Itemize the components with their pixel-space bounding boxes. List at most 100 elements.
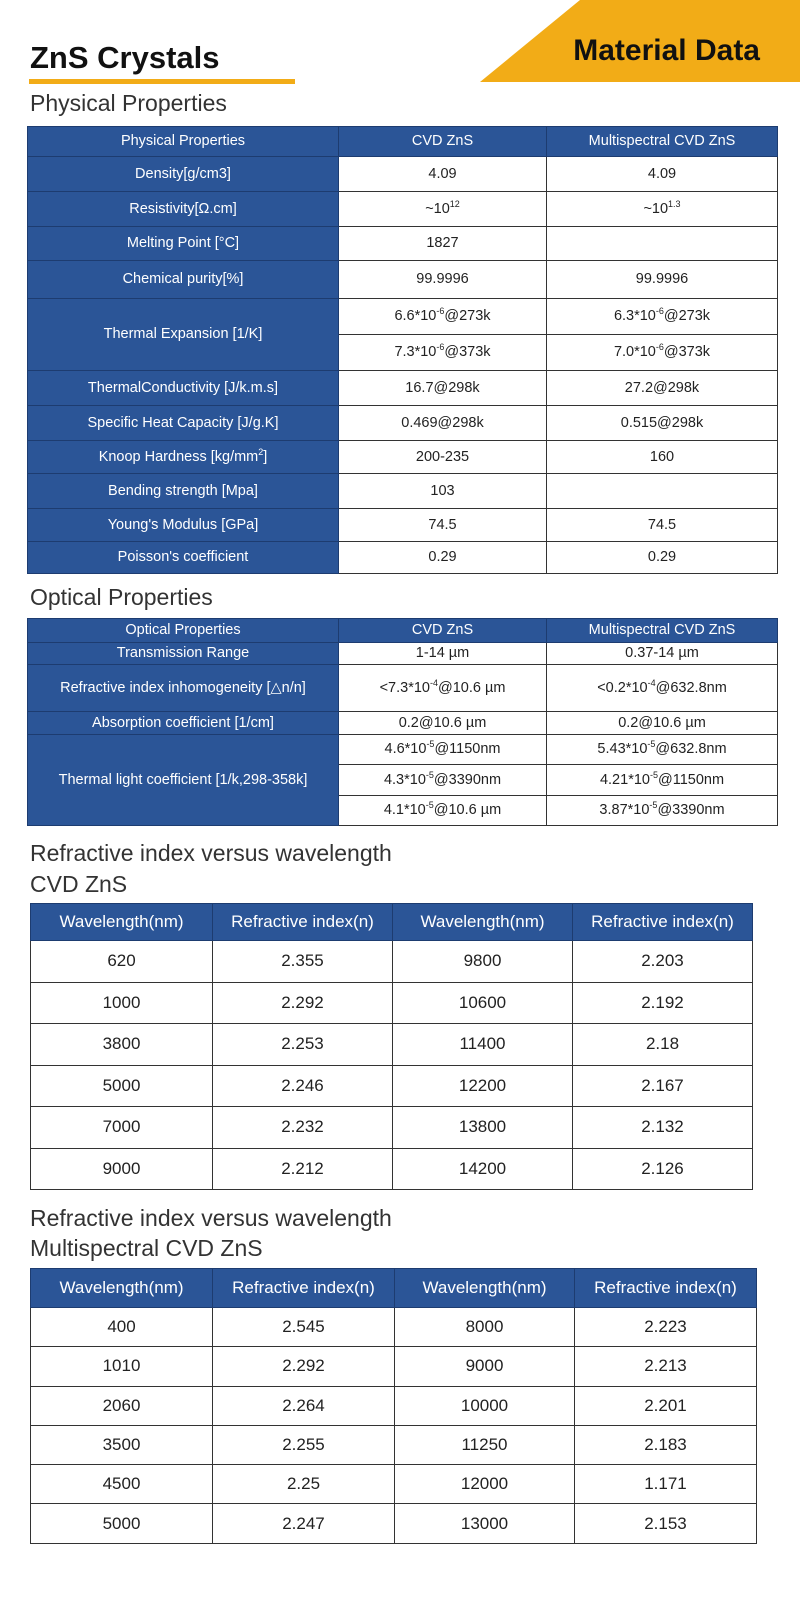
- cvd-value: 0.2@10.6 µm: [338, 711, 547, 735]
- refractive-index-cell: 2.255: [212, 1424, 395, 1466]
- table-row: 9000 2.212 14200 2.126: [30, 1147, 753, 1190]
- wavelength-cell: 9800: [392, 940, 573, 983]
- wavelength-cell: 620: [30, 940, 213, 983]
- value-text: 74.5: [428, 516, 457, 533]
- value-text: 74.5: [647, 516, 677, 533]
- refractive-index-cell: 2.264: [212, 1385, 395, 1426]
- wavelength-cell: 5000: [30, 1503, 213, 1544]
- value-suffix: @3390nm: [433, 771, 502, 788]
- row-label: Specific Heat Capacity [J/g.K]: [27, 405, 339, 441]
- column-header: Refractive index(n): [212, 903, 393, 941]
- value-text: 99.9996: [635, 271, 689, 288]
- value-text: 27.2@298k: [624, 379, 700, 396]
- refractive-index-cell: 2.25: [212, 1464, 395, 1505]
- label-text: ThermalConductivity [J/k.m.s]: [87, 379, 279, 396]
- value-text: 0.37-14 µm: [625, 645, 699, 662]
- value-text: 103: [430, 482, 455, 499]
- label-suffix: ]: [263, 448, 268, 465]
- wavelength-cell: 1010: [30, 1346, 213, 1387]
- wavelength-cell: 4500: [30, 1464, 213, 1505]
- table-row: Refractive index inhomogeneity [△n/n] <7.…: [27, 664, 778, 712]
- value-text: 4.3*10: [383, 771, 426, 788]
- header-row: Wavelength(nm) Refractive index(n) Wavelen…: [30, 903, 753, 941]
- cvd-value: 103: [338, 473, 547, 509]
- header-row: Wavelength(nm) Refractive index(n) Wavelen…: [30, 1268, 757, 1308]
- table-row: Thermal Expansion [1/K] 6.6*10-6@273k 6.3*…: [27, 298, 778, 371]
- column-header: Refractive index(n): [572, 903, 753, 941]
- refractive-index-cell: 2.203: [572, 940, 753, 983]
- refractive-index-cell: 2.355: [212, 940, 393, 983]
- optical-heading: Optical Properties: [30, 584, 213, 610]
- row-label: Density[g/cm3]: [27, 156, 339, 192]
- wavelength-cell: 9000: [30, 1147, 213, 1190]
- cvd-value: 1827: [338, 226, 547, 261]
- cvd-value: 7.3*10-6@373k: [338, 334, 547, 371]
- table-row: 3500 2.255 11250 2.183: [30, 1424, 757, 1466]
- value-text: 7.0*10: [613, 344, 656, 361]
- ri-multi-heading: Refractive index versus wavelength: [30, 1205, 392, 1231]
- refractive-index-cell: 2.18: [572, 1023, 753, 1066]
- wavelength-cell: 11250: [394, 1424, 575, 1466]
- label-text: Specific Heat Capacity [J/g.K]: [87, 414, 279, 431]
- refractive-index-cell: 2.232: [212, 1106, 393, 1149]
- row-label: Thermal Expansion [1/K]: [27, 298, 339, 371]
- column-header: CVD ZnS: [338, 618, 547, 643]
- cvd-value: 4.3*10-5@3390nm: [338, 764, 547, 796]
- multispectral-value: 0.515@298k: [546, 405, 778, 441]
- row-label: Chemical purity[%]: [27, 260, 339, 299]
- value-exponent: -4: [647, 677, 656, 688]
- label-text: Density[g/cm3]: [135, 165, 231, 182]
- value-text: 7.3*10: [394, 344, 437, 361]
- row-label: Melting Point [°C]: [27, 226, 339, 261]
- value-suffix: @273k: [663, 308, 711, 325]
- multispectral-value: 0.2@10.6 µm: [546, 711, 778, 735]
- refractive-index-cell: 2.292: [212, 981, 393, 1024]
- banner-text: Material Data: [573, 34, 760, 67]
- material-data-banner: Material Data: [480, 0, 800, 82]
- value-suffix: @632.8nm: [655, 741, 727, 758]
- column-header: Multispectral CVD ZnS: [546, 618, 778, 643]
- cvd-value: ~1012: [338, 191, 547, 227]
- physical-properties-table: Physical Properties CVD ZnS Multispectral …: [27, 126, 778, 574]
- multispectral-value: 74.5: [546, 508, 778, 542]
- row-label: Bending strength [Mpa]: [27, 473, 339, 509]
- value-suffix: @373k: [663, 344, 711, 361]
- table-row: Specific Heat Capacity [J/g.K] 0.469@298k…: [27, 405, 778, 441]
- label-text: Poisson's coefficient: [117, 549, 249, 566]
- value-exponent: -5: [647, 739, 656, 750]
- table-row: 7000 2.232 13800 2.132: [30, 1106, 753, 1149]
- label-text: Knoop Hardness [kg/mm: [98, 448, 259, 465]
- value-text: 200-235: [415, 448, 470, 465]
- wavelength-cell: 8000: [394, 1306, 575, 1348]
- table-row: Poisson's coefficient 0.29 0.29: [27, 541, 778, 574]
- value-exponent: -5: [426, 739, 435, 750]
- label-text: Bending strength [Mpa]: [108, 482, 258, 499]
- value-text: <7.3*10: [379, 679, 430, 696]
- cvd-value: 200-235: [338, 440, 547, 474]
- refractive-index-cell: 2.545: [212, 1306, 395, 1348]
- wavelength-cell: 400: [30, 1306, 213, 1348]
- header-row: Physical Properties CVD ZnS Multispectral …: [27, 126, 778, 157]
- table-row: 1010 2.292 9000 2.213: [30, 1346, 757, 1387]
- value-exponent: -5: [425, 799, 434, 810]
- multispectral-value: 27.2@298k: [546, 370, 778, 406]
- table-row: ThermalConductivity [J/k.m.s] 16.7@298k 27…: [27, 370, 778, 406]
- cvd-value: 4.09: [338, 156, 547, 192]
- multispectral-value: 160: [546, 440, 778, 474]
- wavelength-cell: 9000: [394, 1346, 575, 1387]
- wavelength-cell: 3500: [30, 1424, 213, 1466]
- refractive-index-cell: 2.253: [212, 1023, 393, 1066]
- value-text: 4.09: [428, 165, 457, 182]
- table-subrow: 7.3*10-6@373k 7.0*10-6@373k: [28, 334, 778, 371]
- cvd-value: 1-14 µm: [338, 642, 547, 665]
- row-label: Thermal light coefficient [1/k,298-358k]: [27, 734, 339, 826]
- ri-cvd-subheading: CVD ZnS: [30, 871, 128, 897]
- value-exponent: 12: [449, 198, 460, 209]
- value-text: 0.469@298k: [401, 414, 484, 431]
- table-row: Thermal light coefficient [1/k,298-358k]…: [27, 733, 778, 826]
- multispectral-value: 0.37-14 µm: [546, 642, 778, 665]
- multispectral-value: ~101.3: [546, 191, 778, 227]
- column-header: Multispectral CVD ZnS: [546, 126, 778, 157]
- cvd-value: 16.7@298k: [338, 370, 547, 406]
- wavelength-cell: 12200: [392, 1064, 573, 1107]
